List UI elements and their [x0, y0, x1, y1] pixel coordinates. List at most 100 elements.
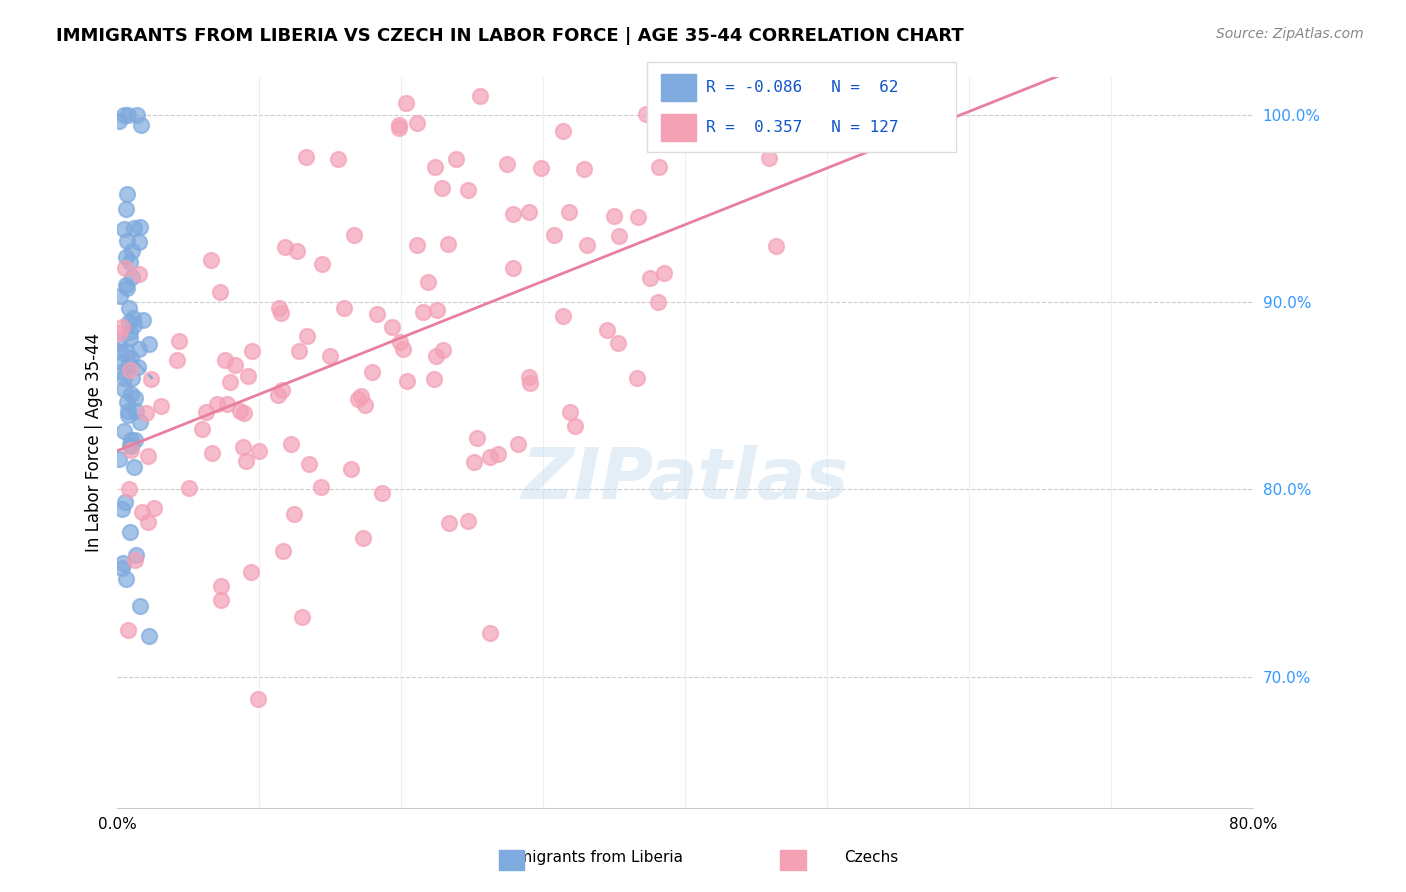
- Point: [758, 151, 780, 165]
- Point: [110, 345, 132, 359]
- Point: [108, 451, 131, 466]
- Point: [127, 108, 149, 122]
- Text: Source: ZipAtlas.com: Source: ZipAtlas.com: [1216, 27, 1364, 41]
- Point: [437, 237, 460, 252]
- Point: [111, 502, 134, 516]
- Point: [439, 516, 461, 530]
- Point: [295, 150, 318, 164]
- Point: [387, 118, 409, 132]
- Point: [131, 505, 153, 519]
- Point: [354, 398, 377, 412]
- Point: [117, 403, 139, 417]
- Point: [517, 370, 540, 384]
- Point: [120, 325, 142, 339]
- Text: R =  0.357   N = 127: R = 0.357 N = 127: [706, 120, 898, 135]
- Point: [136, 515, 159, 529]
- Point: [138, 337, 160, 351]
- Point: [112, 370, 135, 384]
- Point: [651, 89, 673, 103]
- Point: [120, 525, 142, 540]
- Point: [219, 375, 242, 389]
- Point: [425, 160, 447, 174]
- Point: [167, 334, 190, 349]
- Point: [110, 355, 132, 369]
- Point: [661, 91, 683, 105]
- Point: [122, 220, 145, 235]
- Point: [132, 313, 155, 327]
- Point: [115, 281, 138, 295]
- Point: [129, 118, 152, 132]
- Point: [564, 419, 586, 434]
- Point: [232, 440, 254, 454]
- Point: [240, 566, 263, 580]
- Point: [405, 116, 427, 130]
- Point: [298, 457, 321, 471]
- Point: [201, 445, 224, 459]
- Point: [465, 431, 488, 445]
- Point: [150, 399, 173, 413]
- Point: [135, 406, 157, 420]
- Point: [496, 157, 519, 171]
- Point: [607, 335, 630, 350]
- Point: [319, 349, 342, 363]
- Point: [502, 207, 524, 221]
- Point: [111, 556, 134, 570]
- Point: [287, 244, 309, 259]
- Point: [395, 374, 418, 388]
- Point: [558, 405, 581, 419]
- Point: [508, 436, 530, 450]
- Point: [267, 388, 290, 402]
- Point: [124, 553, 146, 567]
- Point: [416, 275, 439, 289]
- Point: [765, 238, 787, 252]
- Point: [519, 376, 541, 390]
- Point: [120, 351, 142, 365]
- Text: Czechs: Czechs: [845, 850, 898, 865]
- Point: [124, 434, 146, 448]
- Point: [333, 301, 356, 316]
- Point: [117, 408, 139, 422]
- Point: [311, 257, 333, 271]
- Point: [194, 405, 217, 419]
- Point: [224, 358, 246, 372]
- Point: [118, 255, 141, 269]
- Point: [120, 387, 142, 401]
- Point: [575, 237, 598, 252]
- Point: [517, 204, 540, 219]
- Point: [486, 447, 509, 461]
- Point: [107, 326, 129, 340]
- Point: [125, 403, 148, 417]
- Point: [626, 371, 648, 385]
- Point: [457, 183, 479, 197]
- Point: [273, 544, 295, 558]
- Point: [287, 344, 309, 359]
- Point: [425, 349, 447, 363]
- Point: [209, 579, 232, 593]
- Point: [229, 404, 252, 418]
- Point: [350, 389, 373, 403]
- Text: Immigrants from Liberia: Immigrants from Liberia: [498, 850, 683, 865]
- Point: [128, 219, 150, 234]
- Point: [273, 240, 295, 254]
- Point: [543, 227, 565, 242]
- Point: [166, 352, 188, 367]
- Point: [423, 372, 446, 386]
- Point: [634, 107, 657, 121]
- Point: [115, 186, 138, 201]
- Point: [479, 450, 502, 464]
- Point: [114, 572, 136, 586]
- Point: [371, 485, 394, 500]
- Point: [117, 301, 139, 315]
- Point: [269, 301, 291, 315]
- Point: [652, 267, 675, 281]
- Point: [457, 514, 479, 528]
- Point: [551, 309, 574, 323]
- Point: [120, 363, 142, 377]
- Point: [478, 626, 501, 640]
- Point: [328, 152, 350, 166]
- Point: [191, 422, 214, 436]
- Point: [640, 271, 662, 285]
- Point: [117, 394, 139, 409]
- Point: [426, 302, 449, 317]
- Point: [142, 500, 165, 515]
